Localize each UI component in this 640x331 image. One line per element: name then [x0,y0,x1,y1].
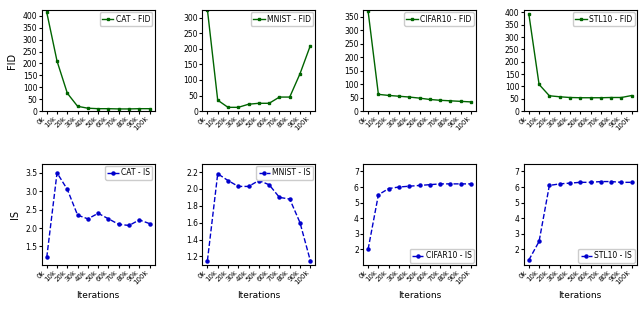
Legend: STL10 - FID: STL10 - FID [573,12,634,26]
Legend: MNIST - FID: MNIST - FID [251,12,313,26]
X-axis label: Iterations: Iterations [559,291,602,300]
X-axis label: Iterations: Iterations [77,291,120,300]
Legend: STL10 - IS: STL10 - IS [579,249,634,262]
X-axis label: Iterations: Iterations [398,291,441,300]
Legend: CIFAR10 - FID: CIFAR10 - FID [404,12,474,26]
Y-axis label: IS: IS [10,210,20,219]
Y-axis label: FID: FID [7,52,17,69]
Legend: CAT - IS: CAT - IS [105,166,152,179]
Legend: CAT - FID: CAT - FID [100,12,152,26]
Legend: CIFAR10 - IS: CIFAR10 - IS [410,249,474,262]
X-axis label: Iterations: Iterations [237,291,280,300]
Legend: MNIST - IS: MNIST - IS [256,166,313,179]
